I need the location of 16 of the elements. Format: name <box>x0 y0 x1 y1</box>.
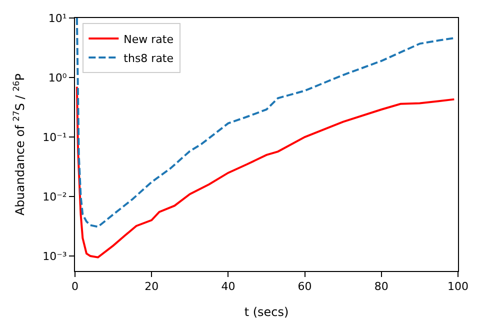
y-tick-label: 10⁻³ <box>42 250 67 263</box>
line-series <box>76 86 456 258</box>
legend-label: ths8 rate <box>124 52 174 65</box>
y-tick-label: 10⁻² <box>42 190 67 204</box>
x-tick-label: 40 <box>221 280 236 294</box>
y-tick-label: 10⁻¹ <box>42 130 67 144</box>
line-series <box>76 18 456 228</box>
legend-label: New rate <box>124 32 174 46</box>
x-tick-label: 20 <box>144 280 159 294</box>
y-tick-label: 10⁰ <box>48 71 68 84</box>
x-tick-label: 100 <box>448 280 468 294</box>
y-tick-label: 10¹ <box>48 12 67 25</box>
x-axis-title: t (secs) <box>244 305 289 320</box>
x-tick-label: 0 <box>72 280 78 294</box>
x-tick-label: 80 <box>374 280 388 294</box>
x-tick-label: 60 <box>298 280 312 294</box>
